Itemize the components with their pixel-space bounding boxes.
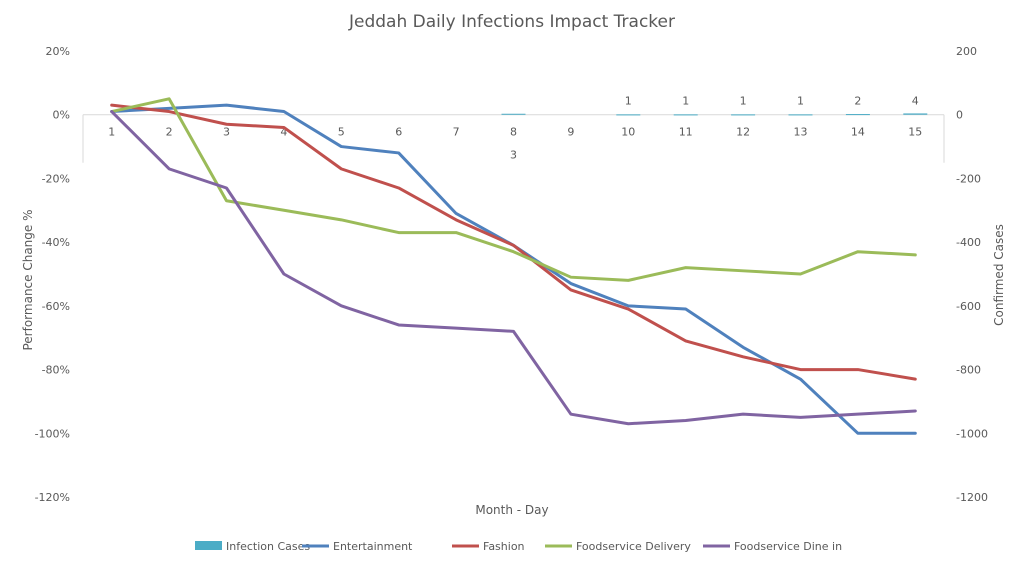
y2-tick-label: 0 <box>956 109 963 122</box>
x-tick-label: 15 <box>908 126 922 139</box>
y2-axis-label: Confirmed Cases <box>992 224 1006 326</box>
infection-cases-bar <box>501 113 526 115</box>
y2-tick-label: -600 <box>956 300 981 313</box>
y2-tick-label: -800 <box>956 364 981 377</box>
y-tick-label: 0% <box>53 109 70 122</box>
bar-data-label: 3 <box>510 149 517 162</box>
y2-tick-label: -1000 <box>956 427 988 440</box>
series-line-foodservice-dine-in <box>110 110 917 426</box>
y-tick-label: -40% <box>42 236 70 249</box>
series-line-fashion <box>110 103 917 381</box>
bar-data-label: 1 <box>797 95 804 108</box>
x-tick-label: 8 <box>510 126 517 139</box>
legend-item: Foodservice Dine in <box>703 540 842 553</box>
infection-cases-bar <box>731 114 756 116</box>
legend-swatch <box>195 541 222 550</box>
series-line-foodservice-delivery <box>110 97 917 282</box>
x-tick-label: 5 <box>338 126 345 139</box>
legend-item: Entertainment <box>302 540 413 553</box>
y-tick-label: -80% <box>42 364 70 377</box>
legend-label: Fashion <box>483 540 525 553</box>
legend-label: Foodservice Delivery <box>576 540 691 553</box>
legend-item: Foodservice Delivery <box>545 540 691 553</box>
y2-tick-label: 200 <box>956 45 977 58</box>
chart-title: Jeddah Daily Infections Impact Tracker <box>348 12 675 32</box>
y-tick-label: -120% <box>35 491 70 504</box>
x-tick-label: 6 <box>395 126 402 139</box>
y2-tick-label: -400 <box>956 236 981 249</box>
y2-tick-label: -1200 <box>956 491 988 504</box>
infection-cases-bar <box>673 114 698 116</box>
bar-data-label: 2 <box>854 95 861 108</box>
x-tick-label: 10 <box>621 126 635 139</box>
x-tick-label: 4 <box>280 126 287 139</box>
infection-cases-bar <box>903 113 928 115</box>
x-axis-label: Month - Day <box>475 503 548 517</box>
legend-item: Fashion <box>452 540 525 553</box>
infection-cases-bar <box>845 114 870 116</box>
y-axis-label: Performance Change % <box>21 209 35 350</box>
bar-data-label: 1 <box>682 95 689 108</box>
y-tick-label: -100% <box>35 427 70 440</box>
legend-label: Entertainment <box>333 540 413 553</box>
y2-tick-label: -200 <box>956 172 981 185</box>
bar-data-label: 1 <box>740 95 747 108</box>
x-tick-label: 2 <box>166 126 173 139</box>
y-tick-label: 20% <box>46 45 70 58</box>
x-tick-label: 14 <box>851 126 865 139</box>
y-tick-label: -60% <box>42 300 70 313</box>
legend-label: Foodservice Dine in <box>734 540 842 553</box>
x-tick-label: 3 <box>223 126 230 139</box>
legend-item: Infection Cases <box>195 540 310 553</box>
x-tick-label: 1 <box>108 126 115 139</box>
legend-label: Infection Cases <box>226 540 310 553</box>
x-tick-label: 12 <box>736 126 750 139</box>
x-tick-label: 9 <box>567 126 574 139</box>
x-tick-label: 11 <box>679 126 693 139</box>
y-tick-label: -20% <box>42 172 70 185</box>
x-tick-label: 13 <box>794 126 808 139</box>
infection-cases-bar <box>616 114 641 116</box>
x-tick-label: 7 <box>453 126 460 139</box>
infection-cases-bar <box>788 114 813 116</box>
bar-data-label: 4 <box>912 95 919 108</box>
bar-data-label: 1 <box>625 95 632 108</box>
